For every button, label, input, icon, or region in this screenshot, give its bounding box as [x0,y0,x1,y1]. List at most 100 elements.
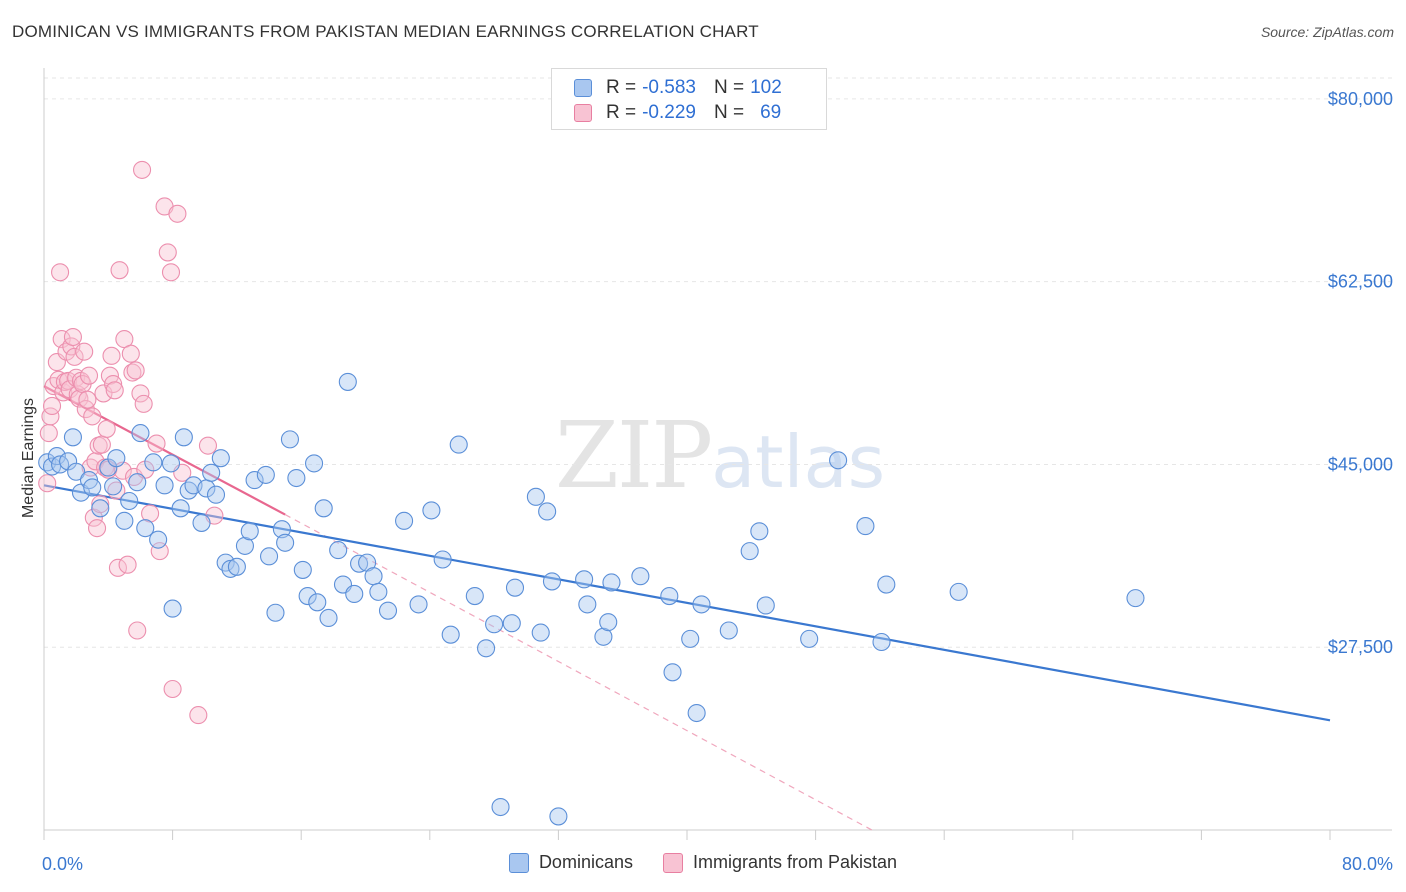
point-pakistan [89,520,106,537]
legend-swatch-pakistan [663,853,683,873]
point-dominican [370,583,387,600]
point-dominican [830,452,847,469]
point-dominican [320,609,337,626]
point-dominican [693,596,710,613]
point-pakistan [79,391,96,408]
point-dominican [527,488,544,505]
point-dominican [410,596,427,613]
point-dominican [442,626,459,643]
point-pakistan [127,362,144,379]
point-pakistan [106,382,123,399]
x-ticks [44,830,1330,840]
point-dominican [857,518,874,535]
point-dominican [315,500,332,517]
axes [44,68,1392,830]
point-dominican [543,573,560,590]
point-pakistan [103,347,120,364]
legend-item-dominicans[interactable]: Dominicans [509,852,633,873]
y-tick-label: $62,500 [1328,272,1393,292]
n-label: N = [714,77,744,99]
point-dominican [228,558,245,575]
correlation-legend: R = -0.583 N = 102 R = -0.229 N = 69 [551,68,827,130]
point-pakistan [162,264,179,281]
y-tick-label: $45,000 [1328,454,1393,474]
point-dominican [193,514,210,531]
point-dominican [632,568,649,585]
point-dominican [503,615,520,632]
point-pakistan [40,425,57,442]
series-legend: Dominicans Immigrants from Pakistan [0,852,1406,873]
point-dominican [532,624,549,641]
scatter-chart: $27,500$45,000$62,500$80,000 0.0% 80.0% M… [0,0,1406,892]
point-dominican [741,543,758,560]
point-pakistan [98,420,115,437]
point-dominican [873,634,890,651]
point-dominican [950,583,967,600]
point-dominican [172,500,189,517]
legend-label-pakistan: Immigrants from Pakistan [693,852,897,873]
point-dominican [466,588,483,605]
r-value: -0.229 [642,102,696,124]
point-pakistan [135,395,152,412]
legend-swatch-dominicans [509,853,529,873]
point-pakistan [44,397,61,414]
point-pakistan [122,345,139,362]
point-dominican [121,493,138,510]
point-dominican [330,542,347,559]
point-pakistan [169,205,186,222]
legend-item-pakistan[interactable]: Immigrants from Pakistan [663,852,897,873]
point-dominican [145,454,162,471]
n-label: N = [714,102,744,124]
r-label: R = [606,77,636,99]
point-dominican [396,512,413,529]
y-tick-labels: $27,500$45,000$62,500$80,000 [1328,89,1393,657]
r-label: R = [606,102,636,124]
point-dominican [212,450,229,467]
point-dominican [175,429,192,446]
point-dominican [64,429,81,446]
r-value: -0.583 [642,77,696,99]
point-dominican [150,531,167,548]
point-dominican [108,450,125,467]
point-pakistan [111,262,128,279]
point-pakistan [119,556,136,573]
point-dominican [208,486,225,503]
point-dominican [257,466,274,483]
n-value: 102 [750,77,782,99]
point-dominican [156,477,173,494]
point-dominican [1127,590,1144,607]
point-dominican [550,808,567,825]
point-dominican [306,455,323,472]
point-dominican [346,585,363,602]
point-pakistan [76,343,93,360]
point-dominican [579,596,596,613]
point-pakistan [84,408,101,425]
point-dominican [450,436,467,453]
point-dominican [664,664,681,681]
trendlines [44,386,1330,830]
point-dominican [288,470,305,487]
point-dominican [757,597,774,614]
point-pakistan [52,264,69,281]
point-dominican [506,579,523,596]
point-pakistan [129,622,146,639]
point-dominican [688,705,705,722]
point-pakistan [134,161,151,178]
point-dominican [380,602,397,619]
point-pakistan [93,436,110,453]
legend-swatch-dominicans [574,79,592,97]
gridlines [44,78,1392,647]
point-pakistan [81,367,98,384]
point-pakistan [148,435,165,452]
point-dominican [603,574,620,591]
point-dominican [116,512,133,529]
point-dominican [277,534,294,551]
point-dominican [339,373,356,390]
point-dominican [84,479,101,496]
point-dominican [241,523,258,540]
point-dominican [132,425,149,442]
point-dominican [423,502,440,519]
point-dominican [281,431,298,448]
point-dominican [267,604,284,621]
legend-swatch-pakistan [574,104,592,122]
